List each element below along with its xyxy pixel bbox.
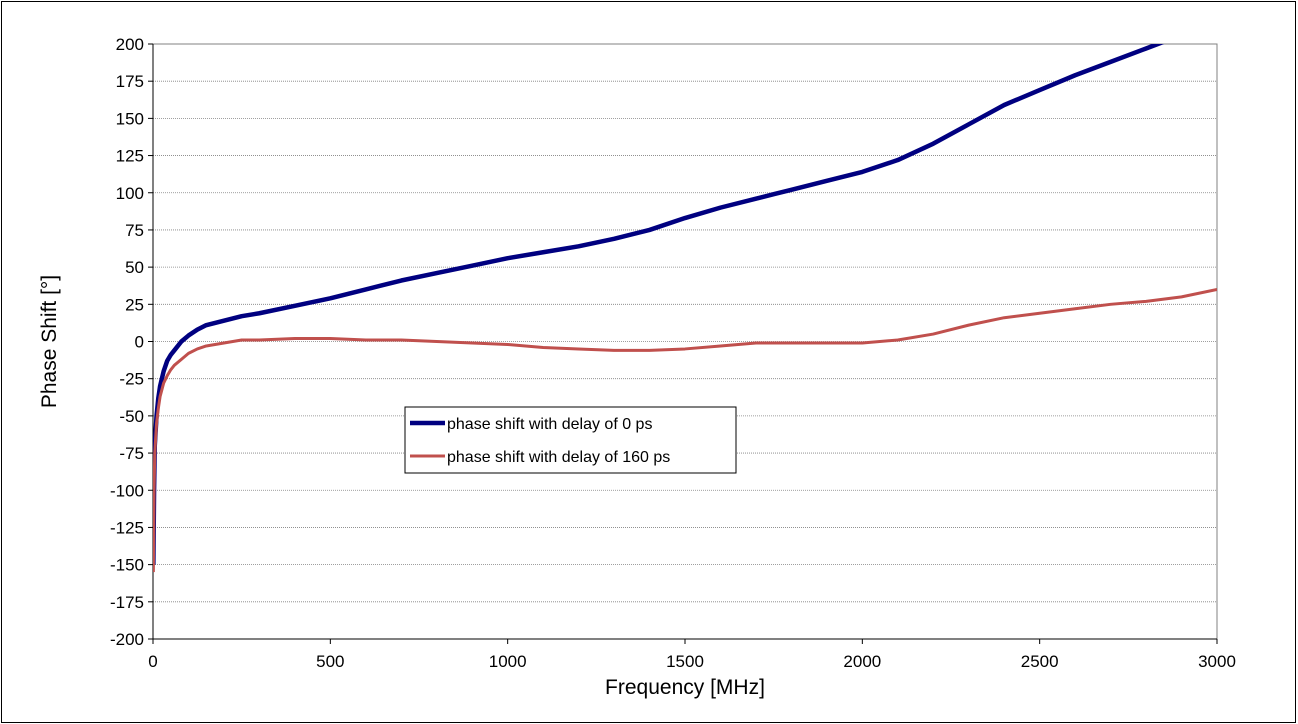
x-tick-label: 500: [316, 652, 344, 671]
x-tick-label: 2500: [1021, 652, 1059, 671]
y-tick-label: 200: [116, 35, 144, 54]
x-tick-label: 0: [148, 652, 157, 671]
y-axis-title: Phase Shift [°]: [38, 275, 61, 408]
y-tick-label: -125: [110, 518, 144, 537]
y-tick-label: -50: [119, 407, 144, 426]
legend-label-series-1: phase shift with delay of 160 ps: [447, 449, 670, 466]
y-tick-label: 0: [135, 333, 144, 352]
series-layer: [153, 44, 1217, 573]
x-tick-label: 1000: [489, 652, 527, 671]
y-tick-label: -25: [119, 370, 144, 389]
x-axis-title: Frequency [MHz]: [605, 676, 765, 699]
x-tick-label: 2000: [843, 652, 881, 671]
legend-box: [404, 406, 737, 474]
y-tick-label: -75: [119, 444, 144, 463]
y-tick-label: -150: [110, 556, 144, 575]
y-tick-label: 100: [116, 184, 144, 203]
y-axis: 200 175 150 125 100 75 50 25 0 -25 -50 -75 -100 -125 -…: [110, 35, 154, 649]
series-line-0: [153, 44, 1165, 565]
y-tick-label: 25: [125, 295, 144, 314]
x-tick-label: 3000: [1198, 652, 1236, 671]
x-tick-label: 1500: [666, 652, 704, 671]
y-tick-label: 50: [125, 258, 144, 277]
y-tick-label: 175: [116, 72, 144, 91]
legend: phase shift with delay of 0 ps phase shi…: [404, 406, 737, 474]
y-tick-label: -175: [110, 593, 144, 612]
series-line-1: [153, 287, 1217, 573]
y-tick-label: 125: [116, 147, 144, 166]
y-tick-label: -100: [110, 481, 144, 500]
y-tick-label: -200: [110, 630, 144, 649]
legend-label-series-0: phase shift with delay of 0 ps: [447, 416, 652, 433]
y-tick-label: 75: [125, 221, 144, 240]
grid-lines: [153, 43, 1217, 640]
x-axis: 0 500 1000 1500 2000 2500 3000: [148, 638, 1236, 671]
y-tick-label: 150: [116, 109, 144, 128]
